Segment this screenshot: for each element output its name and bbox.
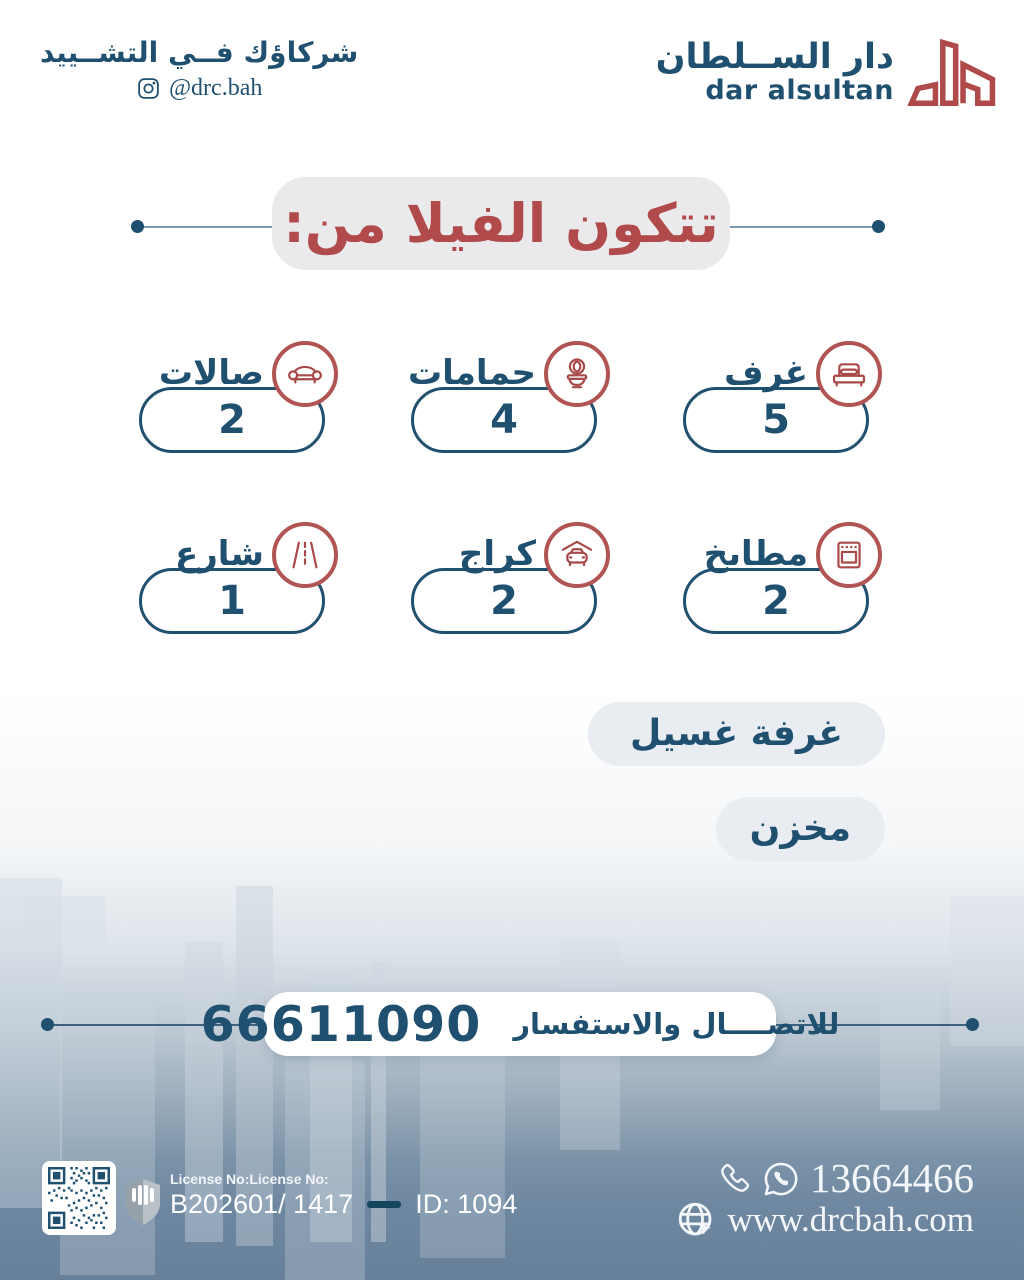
extra-laundry-room: غرفة غسيل (588, 702, 885, 766)
feature-count: 2 (139, 387, 325, 453)
sofa-icon (288, 365, 322, 384)
dash-separator (367, 1201, 402, 1208)
whatsapp-icon (764, 1162, 798, 1195)
feature-kitchens: مطابخ 2 (683, 522, 886, 634)
instagram-handle: @drc.bah (168, 75, 263, 101)
footer-contact-block: 13664466 www.drcbah.com (675, 1155, 974, 1241)
footer-phone-number: 13664466 (810, 1155, 974, 1201)
phone-icon (721, 1163, 750, 1192)
license-shield-icon (126, 1179, 160, 1225)
license-number: B202601/ 1417 (170, 1189, 354, 1219)
feature-label: كراج (458, 534, 536, 574)
feature-count: 2 (411, 568, 597, 634)
feature-label: حمامات (407, 353, 536, 393)
feature-halls: صالات 2 (139, 341, 342, 453)
divider-dot (41, 1018, 54, 1031)
instagram-icon (138, 78, 159, 99)
bed-icon (832, 363, 866, 387)
divider-dot (966, 1018, 979, 1031)
license-caption: License No:License No: (170, 1171, 329, 1187)
feature-label: شارع (174, 534, 264, 574)
brand-block: دار الســلطان dar alsultan (656, 32, 998, 110)
footer-phone-row[interactable]: 13664466 (716, 1155, 974, 1201)
stove-icon (837, 541, 861, 569)
footer-website-row[interactable]: www.drcbah.com (675, 1199, 974, 1241)
header-tagline-block: شركاؤك فــي التشــييد @drc.bah (40, 36, 358, 102)
feature-count: 1 (139, 568, 325, 634)
brand-name-english: dar alsultan (705, 74, 894, 106)
contact-phone-number: 66611090 (200, 995, 482, 1053)
listing-id: ID: 1094 (415, 1189, 518, 1219)
feature-street: شارع 1 (139, 522, 342, 634)
tagline: شركاؤك فــي التشــييد (40, 36, 359, 69)
feature-label: مطابخ (703, 534, 808, 574)
villa-features-grid: غرف 5 حمامات 4 (139, 341, 886, 634)
feature-label: غرف (724, 353, 808, 393)
globe-cursor-icon (679, 1202, 712, 1236)
car-icon (561, 540, 593, 567)
qr-code (42, 1161, 116, 1235)
feature-count: 4 (411, 387, 597, 453)
feature-count: 5 (683, 387, 869, 453)
feature-label: صالات (158, 353, 264, 393)
feature-count: 2 (683, 568, 869, 634)
feature-garage: كراج 2 (411, 522, 614, 634)
contact-pill[interactable]: للاتصــــال والاستفسار 66611090 (201, 992, 839, 1056)
footer-website: www.drcbah.com (727, 1199, 974, 1239)
page-title: تتكون الفيلا من: (272, 177, 730, 270)
feature-bathrooms: حمامات 4 (407, 341, 614, 453)
road-icon (292, 541, 318, 569)
brand-name-arabic: دار الســلطان (655, 36, 894, 77)
toilet-icon (566, 358, 588, 389)
instagram-handle-row[interactable]: @drc.bah (40, 75, 358, 102)
divider-dot (131, 220, 144, 233)
feature-rooms: غرف 5 (683, 341, 886, 453)
divider-dot (872, 220, 885, 233)
contact-label: للاتصــــال والاستفسار (513, 1007, 840, 1041)
license-block: License No:License No: B202601/ 1417 ID:… (170, 1171, 517, 1220)
dar-alsultan-logo-mark (907, 38, 996, 106)
extra-storage-room: مخزن (715, 797, 885, 861)
